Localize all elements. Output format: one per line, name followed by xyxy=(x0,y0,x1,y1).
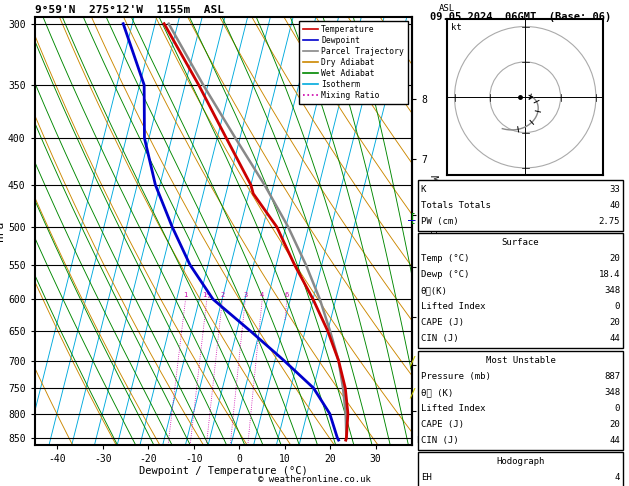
Text: 4: 4 xyxy=(260,293,264,298)
Text: 40: 40 xyxy=(610,201,620,210)
Text: 348: 348 xyxy=(604,388,620,397)
Text: —: — xyxy=(408,214,416,227)
X-axis label: Dewpoint / Temperature (°C): Dewpoint / Temperature (°C) xyxy=(139,467,308,476)
Text: EH: EH xyxy=(421,473,431,483)
Text: θᴇ(K): θᴇ(K) xyxy=(421,286,448,295)
Text: 6: 6 xyxy=(285,293,289,298)
Text: CIN (J): CIN (J) xyxy=(421,334,459,344)
Text: Surface: Surface xyxy=(502,238,539,247)
Text: Pressure (mb): Pressure (mb) xyxy=(421,372,491,381)
Text: 4: 4 xyxy=(615,473,620,483)
Text: CAPE (J): CAPE (J) xyxy=(421,318,464,328)
Text: [: [ xyxy=(408,212,416,225)
Text: 20: 20 xyxy=(610,254,620,263)
Text: 2: 2 xyxy=(220,293,225,298)
Text: Hodograph: Hodograph xyxy=(496,457,545,467)
Text: 20: 20 xyxy=(610,318,620,328)
Text: 9°59'N  275°12'W  1155m  ASL: 9°59'N 275°12'W 1155m ASL xyxy=(35,5,223,15)
Text: 20: 20 xyxy=(610,420,620,429)
Text: θᴇ (K): θᴇ (K) xyxy=(421,388,453,397)
Text: 348: 348 xyxy=(604,286,620,295)
Text: 0: 0 xyxy=(615,302,620,312)
Text: Temp (°C): Temp (°C) xyxy=(421,254,469,263)
Text: /: / xyxy=(408,354,416,367)
Text: kt: kt xyxy=(451,23,462,32)
Text: Most Unstable: Most Unstable xyxy=(486,356,555,365)
Text: Dewp (°C): Dewp (°C) xyxy=(421,270,469,279)
Text: LCL: LCL xyxy=(416,435,431,445)
Y-axis label: Mixing Ratio (g/kg): Mixing Ratio (g/kg) xyxy=(428,175,438,287)
Text: 33: 33 xyxy=(610,185,620,194)
Text: CIN (J): CIN (J) xyxy=(421,436,459,445)
Text: /: / xyxy=(408,387,416,400)
Text: 887: 887 xyxy=(604,372,620,381)
Legend: Temperature, Dewpoint, Parcel Trajectory, Dry Adiabat, Wet Adiabat, Isotherm, Mi: Temperature, Dewpoint, Parcel Trajectory… xyxy=(299,21,408,104)
Text: Totals Totals: Totals Totals xyxy=(421,201,491,210)
Text: 18.4: 18.4 xyxy=(599,270,620,279)
Text: © weatheronline.co.uk: © weatheronline.co.uk xyxy=(258,474,371,484)
Text: 1½: 1½ xyxy=(203,292,211,298)
Text: Lifted Index: Lifted Index xyxy=(421,302,486,312)
Text: 3: 3 xyxy=(243,293,247,298)
Text: 44: 44 xyxy=(610,334,620,344)
Text: 1: 1 xyxy=(184,293,187,298)
Text: 44: 44 xyxy=(610,436,620,445)
Text: Lifted Index: Lifted Index xyxy=(421,404,486,413)
Y-axis label: hPa: hPa xyxy=(0,221,5,241)
Text: 09.05.2024  06GMT  (Base: 06): 09.05.2024 06GMT (Base: 06) xyxy=(430,12,611,22)
Text: K: K xyxy=(421,185,426,194)
Text: km
ASL: km ASL xyxy=(438,0,455,13)
Text: PW (cm): PW (cm) xyxy=(421,217,459,226)
Text: 0: 0 xyxy=(615,404,620,413)
Text: CAPE (J): CAPE (J) xyxy=(421,420,464,429)
Text: 2.75: 2.75 xyxy=(599,217,620,226)
